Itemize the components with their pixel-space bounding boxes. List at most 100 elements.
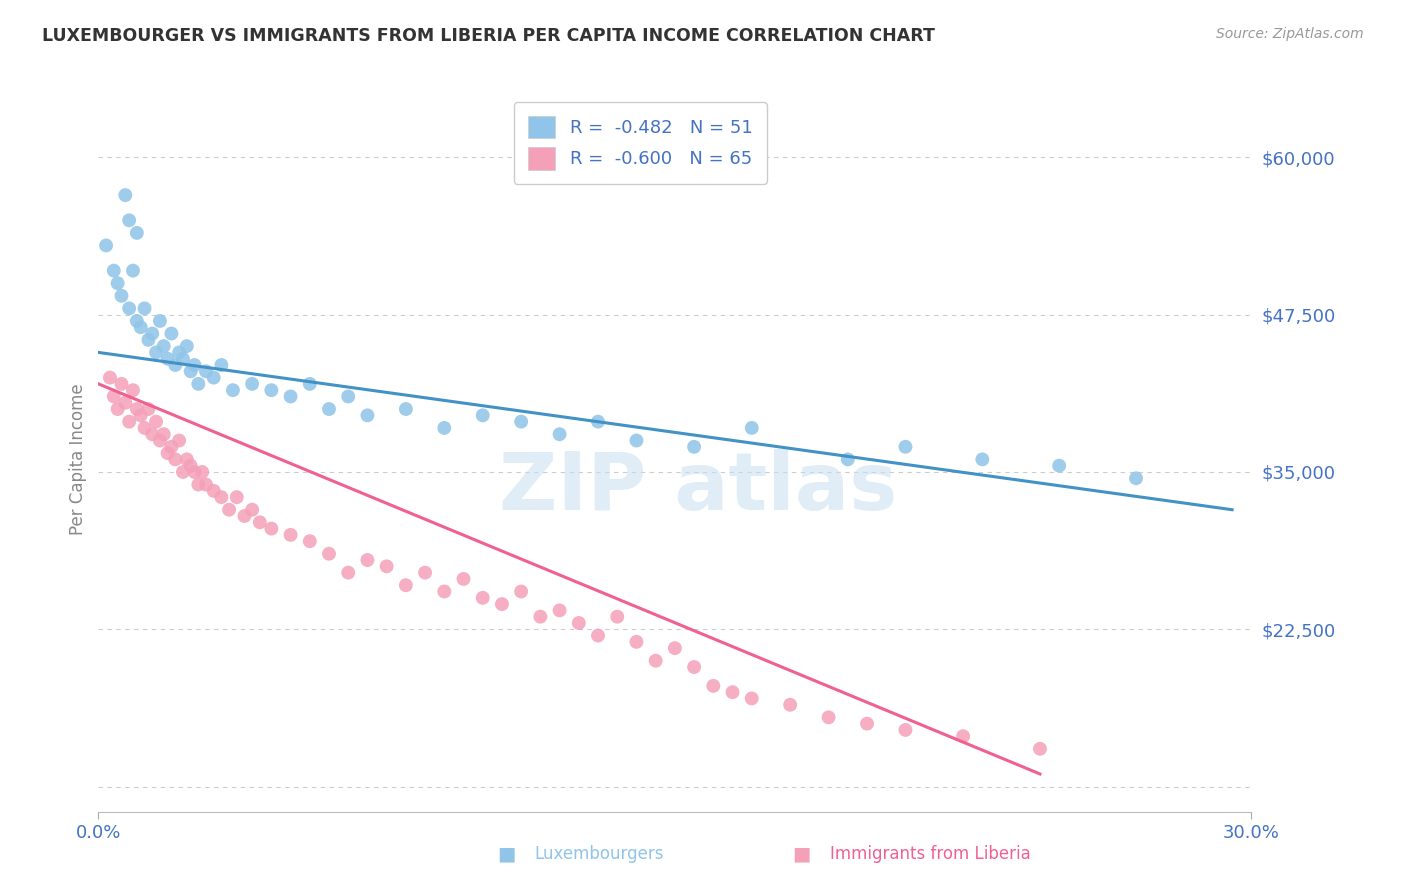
Point [894,723,917,737]
Point [471,409,494,423]
Point [240,502,263,516]
Text: ZIP atlas: ZIP atlas [499,449,897,526]
Point [125,226,148,240]
Point [280,528,302,542]
Point [280,389,302,403]
Point [191,465,214,479]
Point [141,326,163,341]
Point [180,364,202,378]
Text: Luxembourgers: Luxembourgers [534,846,664,863]
Point [114,188,136,202]
Point [548,603,571,617]
Point [249,516,271,530]
Point [202,370,225,384]
Point [134,301,156,316]
Point [149,434,172,448]
Point [529,609,551,624]
Point [209,490,232,504]
Point [952,729,974,743]
Point [165,358,187,372]
Text: Immigrants from Liberia: Immigrants from Liberia [830,846,1031,863]
Point [152,427,174,442]
Point [122,263,145,277]
Point [683,660,706,674]
Point [1125,471,1147,485]
Text: ■: ■ [792,845,811,863]
Y-axis label: Per Capita Income: Per Capita Income [69,384,87,535]
Point [98,370,121,384]
Point [606,609,628,624]
Point [626,434,648,448]
Point [218,502,240,516]
Point [129,320,152,334]
Point [510,584,533,599]
Point [118,213,141,227]
Point [721,685,744,699]
Point [152,339,174,353]
Point [187,376,209,391]
Point [894,440,917,454]
Point [683,440,706,454]
Text: LUXEMBOURGER VS IMMIGRANTS FROM LIBERIA PER CAPITA INCOME CORRELATION CHART: LUXEMBOURGER VS IMMIGRANTS FROM LIBERIA … [42,27,935,45]
Point [240,376,263,391]
Text: ■: ■ [496,845,516,863]
Point [298,376,321,391]
Point [337,389,360,403]
Point [129,409,152,423]
Point [110,376,132,391]
Point [125,314,148,328]
Point [626,635,648,649]
Point [548,427,571,442]
Point [183,465,205,479]
Point [1029,741,1052,756]
Point [222,383,245,397]
Point [586,415,609,429]
Point [972,452,994,467]
Point [356,409,378,423]
Point [125,402,148,417]
Point [149,314,172,328]
Point [568,615,591,630]
Point [138,402,160,417]
Point [356,553,378,567]
Point [160,440,183,454]
Point [156,446,179,460]
Legend: R =  -0.482   N = 51, R =  -0.600   N = 65: R = -0.482 N = 51, R = -0.600 N = 65 [513,102,766,184]
Point [741,691,763,706]
Point [187,477,209,491]
Point [510,415,533,429]
Point [779,698,801,712]
Point [644,654,666,668]
Point [318,547,340,561]
Point [94,238,117,252]
Point [103,389,125,403]
Text: Source: ZipAtlas.com: Source: ZipAtlas.com [1216,27,1364,41]
Point [202,483,225,498]
Point [122,383,145,397]
Point [180,458,202,473]
Point [395,402,418,417]
Point [107,276,129,290]
Point [453,572,475,586]
Point [702,679,724,693]
Point [172,465,194,479]
Point [260,383,283,397]
Point [195,364,218,378]
Point [141,427,163,442]
Point [817,710,839,724]
Point [395,578,418,592]
Point [118,301,141,316]
Point [298,534,321,549]
Point [433,584,456,599]
Point [176,339,198,353]
Point [491,597,513,611]
Point [176,452,198,467]
Point [318,402,340,417]
Point [183,358,205,372]
Point [165,452,187,467]
Point [209,358,232,372]
Point [172,351,194,366]
Point [586,628,609,642]
Point [118,415,141,429]
Point [413,566,436,580]
